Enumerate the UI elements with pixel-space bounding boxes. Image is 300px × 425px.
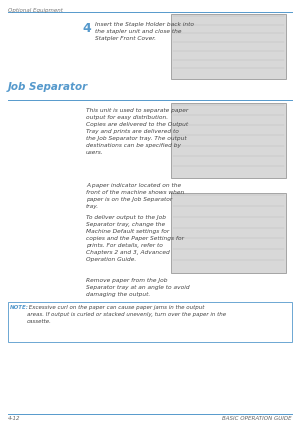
Text: Remove paper from the Job
Separator tray at an angle to avoid
damaging the outpu: Remove paper from the Job Separator tray…: [86, 278, 190, 297]
FancyBboxPatch shape: [171, 193, 286, 273]
Text: Insert the Staple Holder back into
the stapler unit and close the
Statpler Front: Insert the Staple Holder back into the s…: [95, 22, 194, 41]
Text: NOTE:: NOTE:: [10, 305, 29, 310]
Text: A paper indicator located on the
front of the machine shows when
paper is on the: A paper indicator located on the front o…: [86, 183, 184, 209]
Text: BASIC OPERATION GUIDE: BASIC OPERATION GUIDE: [222, 416, 292, 421]
Text: Job Separator: Job Separator: [8, 82, 88, 92]
FancyBboxPatch shape: [171, 103, 286, 178]
Text: To deliver output to the Job
Separator tray, change the
Machine Default settings: To deliver output to the Job Separator t…: [86, 215, 184, 262]
Text: Excessive curl on the paper can cause paper jams in the output
areas. If output : Excessive curl on the paper can cause pa…: [27, 305, 226, 324]
FancyBboxPatch shape: [171, 14, 286, 79]
FancyBboxPatch shape: [8, 302, 292, 342]
Text: This unit is used to separate paper
output for easy distribution.
Copies are del: This unit is used to separate paper outp…: [86, 108, 188, 155]
Text: 4-12: 4-12: [8, 416, 20, 421]
Text: 4: 4: [82, 22, 91, 35]
Text: Optional Equipment: Optional Equipment: [8, 8, 63, 13]
